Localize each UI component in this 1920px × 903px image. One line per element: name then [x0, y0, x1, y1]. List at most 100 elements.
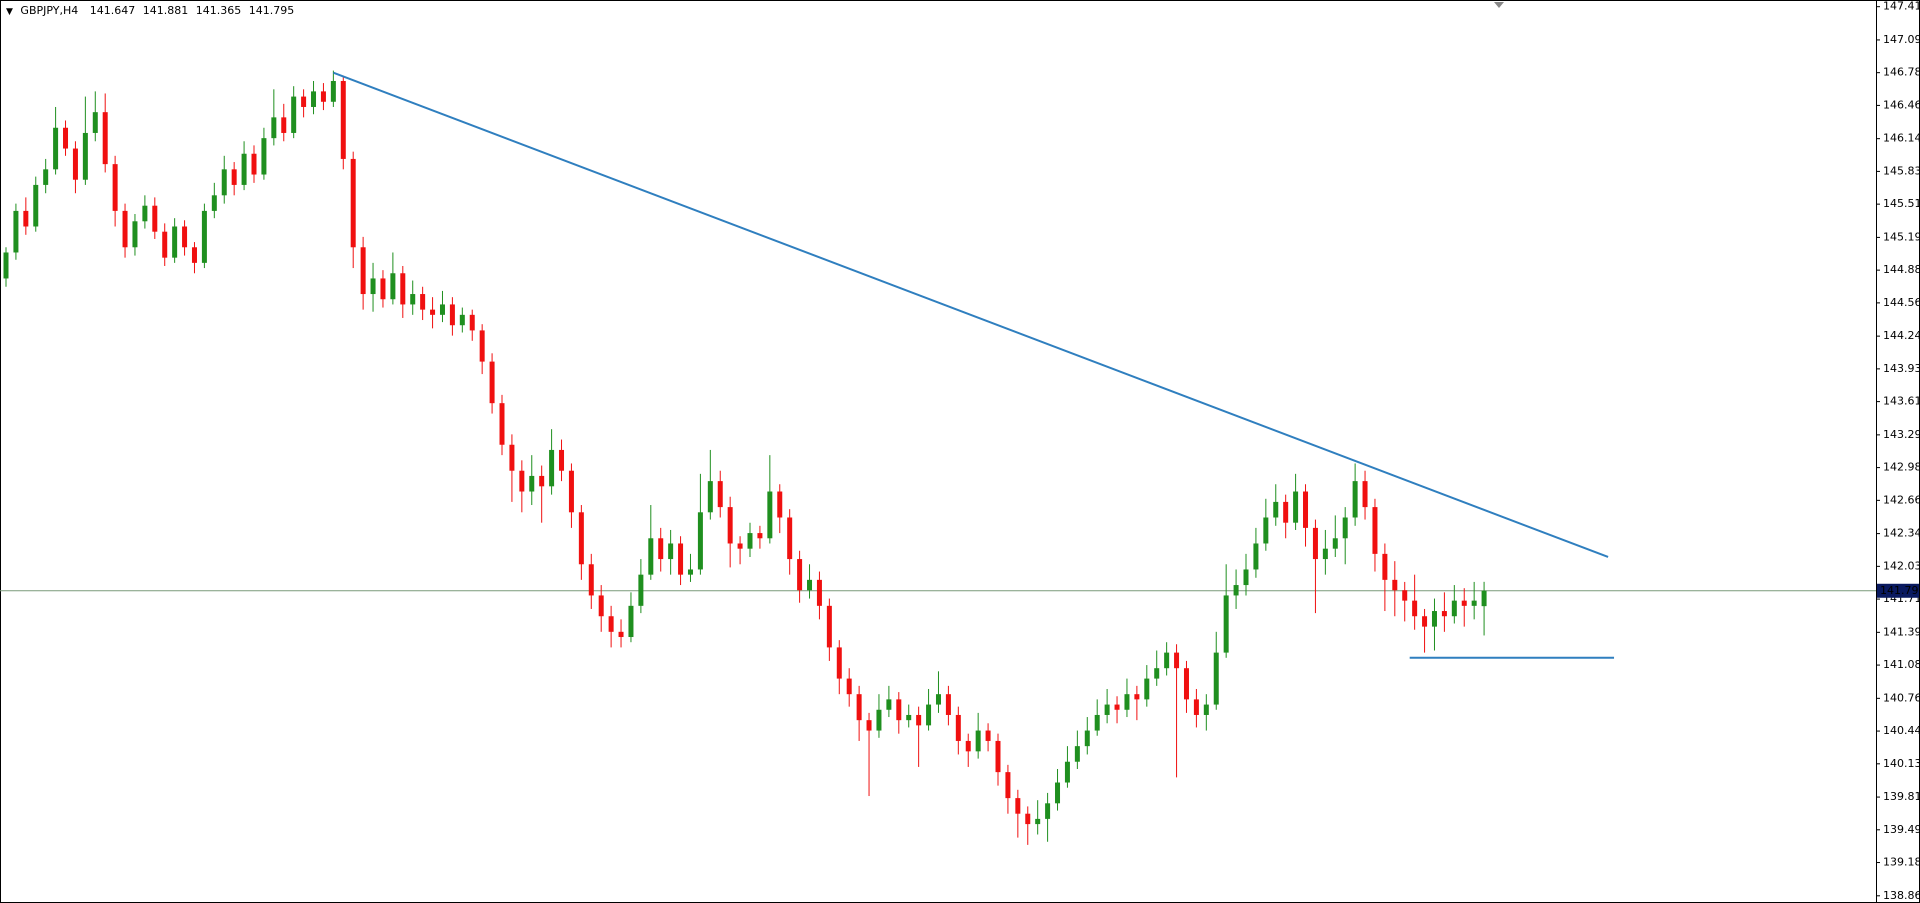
y-tick-label: 146.145: [1883, 132, 1920, 145]
candle-body: [896, 699, 902, 721]
candle-body: [1094, 714, 1100, 731]
candle-body: [1431, 611, 1437, 627]
candle-body: [1124, 694, 1130, 710]
candle-body: [1312, 527, 1318, 560]
y-tick-label: 139.180: [1883, 856, 1920, 869]
candle-body: [995, 740, 1001, 773]
candle-body: [1005, 772, 1011, 799]
candle-body: [281, 117, 287, 133]
candle-body: [598, 595, 604, 617]
candle-body: [826, 605, 832, 648]
candle-body: [191, 247, 197, 263]
candle-body: [529, 475, 535, 492]
candle-body: [330, 80, 336, 102]
candle-body: [846, 678, 852, 695]
y-tick-label: 143.930: [1883, 362, 1920, 375]
candle-body: [13, 210, 19, 253]
candle-body: [1451, 600, 1457, 617]
candle-body: [549, 449, 555, 487]
candle-body: [291, 96, 297, 133]
candle-body: [92, 112, 98, 133]
candle-body: [33, 184, 39, 227]
candle-body: [142, 205, 148, 222]
candle-body: [876, 709, 882, 731]
open-value: 141.647: [90, 4, 136, 17]
candle-body: [1035, 818, 1041, 825]
candle-body: [1015, 798, 1021, 814]
y-tick-label: 139.495: [1883, 823, 1920, 836]
candle-body: [1134, 694, 1140, 700]
candle-body: [182, 226, 188, 248]
candle-body: [707, 481, 713, 513]
candle-body: [797, 559, 803, 591]
y-tick-label: 142.345: [1883, 527, 1920, 540]
candle-body: [519, 470, 525, 492]
candle-body: [668, 543, 674, 560]
candle-body: [1104, 704, 1110, 715]
candle-body: [727, 507, 733, 544]
candle-body: [509, 444, 515, 471]
candle-body: [251, 153, 257, 175]
y-tick-label: 142.980: [1883, 461, 1920, 474]
candle-body: [231, 169, 237, 185]
candle-body: [618, 631, 624, 638]
candle-body: [1382, 553, 1388, 580]
close-value: 141.795: [249, 4, 295, 17]
shift-marker: [1494, 2, 1504, 8]
candle-body: [122, 210, 128, 248]
candle-body: [23, 210, 29, 227]
candle-body: [449, 304, 455, 326]
candle-body: [410, 294, 416, 305]
candle-body: [72, 148, 78, 180]
candle-body: [1263, 517, 1269, 544]
candle-body: [787, 517, 793, 560]
candle-body: [430, 309, 436, 315]
candle-body: [1303, 491, 1309, 528]
candle-body: [1352, 481, 1358, 518]
candle-body: [1392, 579, 1398, 591]
symbol-label: GBPJPY,H4: [20, 4, 78, 17]
y-tick-label: 141.080: [1883, 658, 1920, 671]
candle-body: [1283, 501, 1289, 523]
y-tick-label: 145.515: [1883, 197, 1920, 210]
candle-body: [1253, 543, 1259, 570]
price-label-box: [1877, 583, 1919, 598]
candle-body: [628, 605, 634, 638]
candle-body: [489, 361, 495, 404]
candle-body: [1193, 699, 1199, 715]
candle-body: [499, 403, 505, 445]
candle-body: [53, 127, 59, 170]
high-value: 141.881: [143, 4, 189, 17]
candle-body: [935, 694, 941, 705]
candle-body: [1045, 803, 1051, 819]
candle-body: [211, 195, 217, 211]
candle-body: [886, 699, 892, 710]
candle-body: [648, 538, 654, 575]
price-label: 141.795: [1880, 584, 1920, 597]
candle-body: [261, 138, 267, 175]
candle-body: [578, 512, 584, 565]
y-tick-label: 146.780: [1883, 66, 1920, 79]
candle-body: [866, 720, 872, 731]
candle-body: [658, 538, 664, 560]
candle-body: [320, 91, 326, 102]
candle-body: [1412, 600, 1418, 617]
candle-body: [568, 470, 574, 513]
candle-body: [63, 127, 69, 149]
candle-body: [608, 616, 614, 632]
candle-body: [152, 205, 158, 232]
candle-body: [1164, 652, 1170, 669]
y-tick-label: 146.465: [1883, 98, 1920, 111]
candle-body: [420, 294, 426, 310]
candle-body: [241, 153, 247, 185]
candle-body: [1223, 595, 1229, 653]
candle-body: [965, 740, 971, 752]
candle-body: [479, 330, 485, 362]
candle-body: [162, 231, 168, 258]
y-tick-label: 142.030: [1883, 559, 1920, 572]
candle-body: [390, 273, 396, 300]
candle-body: [132, 221, 138, 248]
candle-body: [350, 158, 356, 248]
